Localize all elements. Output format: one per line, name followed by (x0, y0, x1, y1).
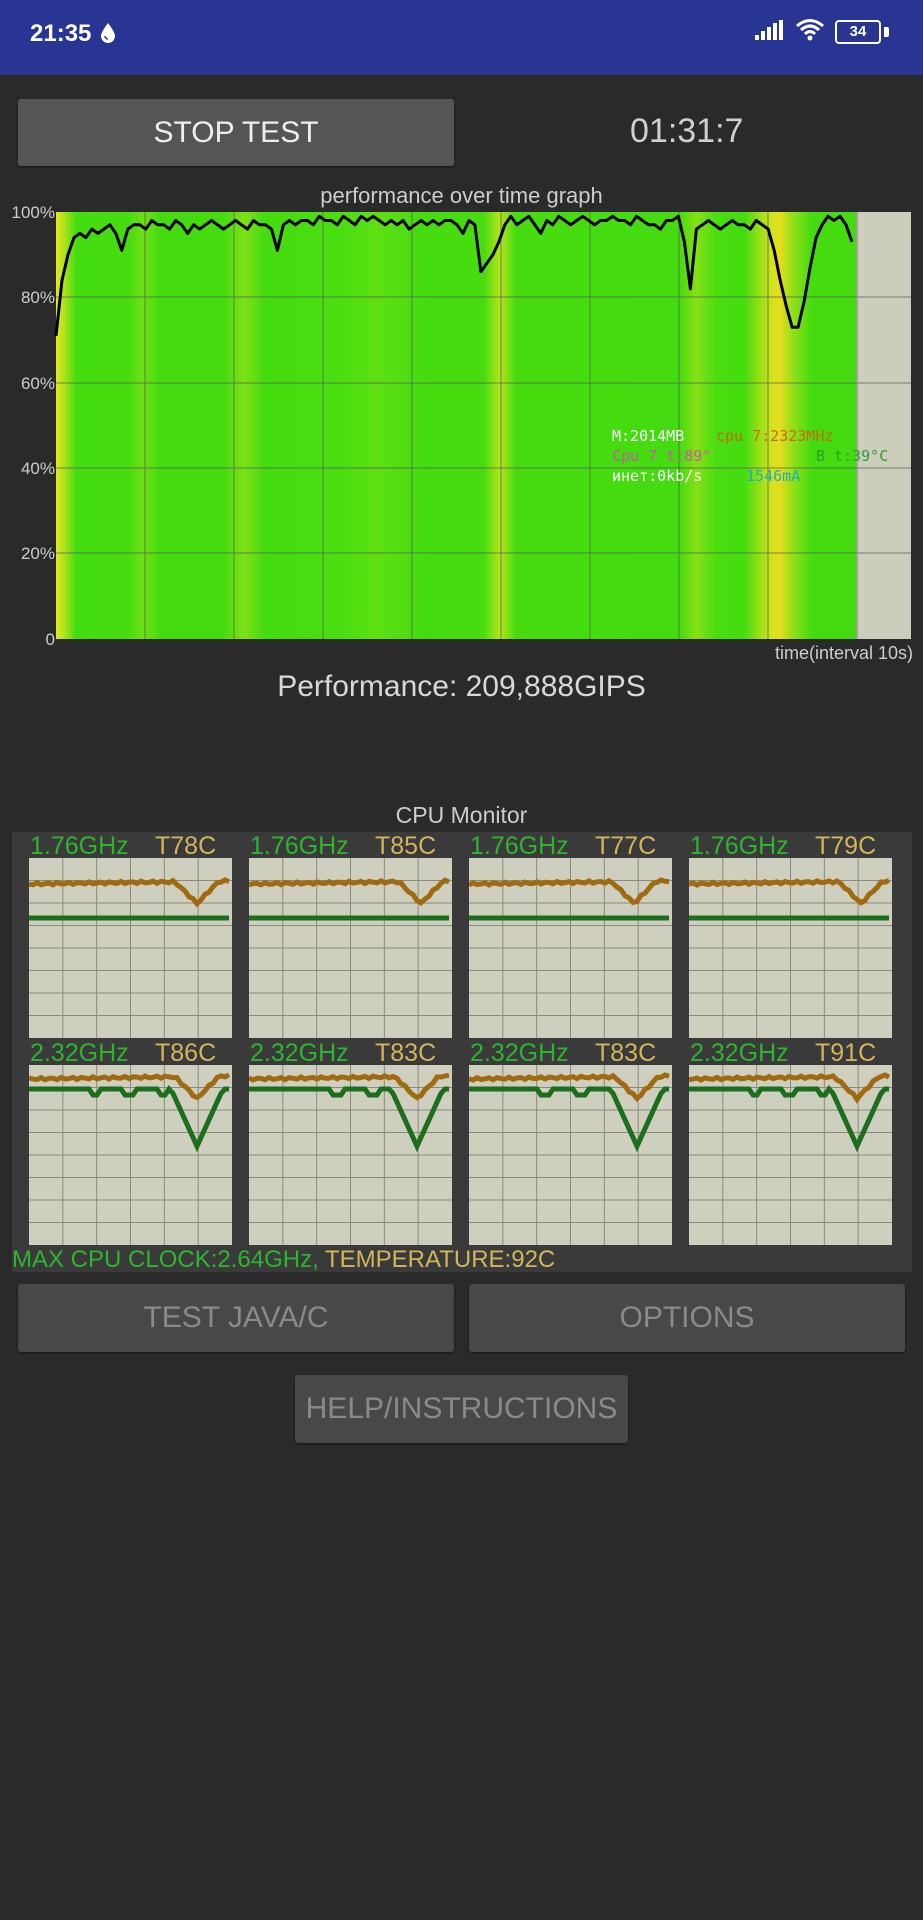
test-java-c-button[interactable]: TEST JAVA/C (18, 1284, 454, 1352)
performance-line (54, 214, 854, 336)
options-button[interactable]: OPTIONS (469, 1284, 905, 1352)
core-temperature-line (29, 1072, 231, 1101)
core-frequency-line (29, 1084, 229, 1153)
core-frequency: 2.32GHz (30, 1039, 129, 1067)
overlay-cpu-temp: Cpu 7 t:89° (612, 447, 711, 465)
core-frequency-line (469, 1086, 669, 1153)
graph-title: performance over time graph (320, 183, 603, 208)
core-graph (29, 1065, 232, 1245)
core-temperature-line (469, 877, 670, 906)
core-frequency: 2.32GHz (690, 1039, 789, 1067)
core-graph (249, 858, 452, 1038)
cpu-monitor-panel: 1.76GHz T78C 1.76GHz T85C 1.76GHz T77C 1… (12, 832, 912, 1272)
battery-icon: 34 (835, 20, 881, 44)
core-graph (469, 858, 672, 1038)
core-graph (29, 858, 232, 1038)
performance-value: Performance: 209,888GIPS (277, 670, 646, 703)
core-grid (689, 858, 892, 1038)
core-frequency-line (689, 1084, 889, 1153)
cpu-core-7: 2.32GHz T91C (672, 1039, 892, 1245)
core-frequency: 1.76GHz (250, 832, 349, 860)
core-frequency: 1.76GHz (30, 832, 129, 860)
core-grid (249, 858, 452, 1038)
cpu-core-0: 1.76GHz T78C (12, 832, 232, 1038)
y-tick-40: 40% (21, 459, 55, 478)
core-temperature-line (29, 877, 231, 908)
core-graph (689, 1065, 892, 1245)
core-frequency: 1.76GHz (470, 832, 569, 860)
overlay-network: инет:0kb/s (612, 467, 702, 485)
core-temperature: T77C (595, 832, 657, 860)
y-tick-100: 100% (12, 205, 55, 222)
cpu-core-3: 1.76GHz T79C (672, 832, 892, 1038)
core-temperature: T79C (815, 832, 877, 860)
core-grid (29, 858, 232, 1038)
core-temperature: T85C (375, 832, 437, 860)
cpu-core-5: 2.32GHz T83C (232, 1039, 452, 1245)
core-graph (689, 858, 892, 1038)
cpu-core-4: 2.32GHz T86C (12, 1039, 232, 1245)
overlay-memory: M:2014MB (612, 427, 684, 445)
core-temperature: T86C (155, 1039, 217, 1067)
max-temperature: TEMPERATURE:92C (318, 1246, 556, 1273)
core-temperature-line (249, 877, 451, 906)
stats-overlay: M:2014MB cpu 7:2323MHz Cpu 7 t:89° B t:3… (612, 427, 888, 485)
performance-graph: 100% 80% 60% 40% 20% 0 M:2014MB cpu 7:23… (12, 205, 911, 645)
core-frequency: 2.32GHz (470, 1039, 569, 1067)
drop-icon (101, 23, 115, 43)
wifi-icon (796, 19, 824, 41)
y-tick-20: 20% (21, 544, 55, 563)
test-timer: 01:31:7 (630, 112, 744, 150)
signal-icon (755, 20, 783, 40)
core-temperature: T83C (595, 1039, 657, 1067)
core-temperature: T78C (155, 832, 217, 860)
overlay-cpu-freq: cpu 7:2323MHz (716, 427, 833, 445)
core-temperature-line (689, 1072, 891, 1104)
core-temperature-line (689, 878, 891, 906)
graph-heat-fill (56, 212, 856, 639)
graph-grid (56, 212, 911, 639)
core-temperature-line (469, 1072, 670, 1103)
stop-test-button[interactable]: STOP TEST (18, 99, 454, 166)
cpu-core-2: 1.76GHz T77C (452, 832, 672, 1038)
core-frequency: 1.76GHz (690, 832, 789, 860)
core-temperature-line (249, 1072, 450, 1101)
core-temperature: T83C (375, 1039, 437, 1067)
x-axis-label: time(interval 10s) (774, 643, 913, 663)
status-bar: 21:35 34 (0, 0, 923, 75)
overlay-battery-temp: B t:39°C (816, 447, 888, 465)
max-cpu-clock: MAX CPU CLOCK:2.64GHz, (12, 1246, 319, 1273)
status-time: 21:35 (30, 20, 92, 47)
core-graph (469, 1065, 672, 1245)
battery-tip (884, 27, 889, 37)
overlay-current: 1546mA (746, 467, 800, 485)
y-tick-0: 0 (46, 630, 55, 645)
core-temperature: T91C (815, 1039, 877, 1067)
core-frequency: 2.32GHz (250, 1039, 349, 1067)
core-frequency-line (249, 1086, 449, 1153)
max-cpu-info: MAX CPU CLOCK:2.64GHz, TEMPERATURE:92C (12, 1246, 555, 1274)
y-tick-60: 60% (21, 374, 55, 393)
cpu-monitor-title: CPU Monitor (395, 802, 528, 828)
cpu-core-6: 2.32GHz T83C (452, 1039, 672, 1245)
cpu-core-1: 1.76GHz T85C (232, 832, 452, 1038)
y-tick-80: 80% (21, 288, 55, 307)
core-graph (249, 1065, 452, 1245)
help-instructions-button[interactable]: HELP/INSTRUCTIONS (295, 1375, 628, 1443)
